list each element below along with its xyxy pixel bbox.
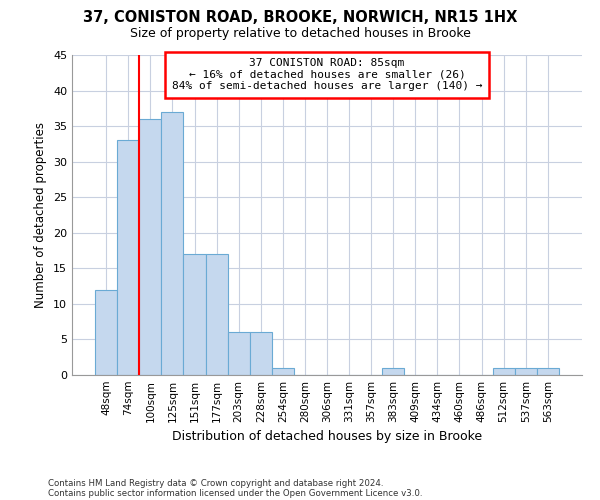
Bar: [117, 140, 139, 375]
Bar: [493, 368, 515, 375]
Bar: [184, 254, 206, 375]
Text: Contains public sector information licensed under the Open Government Licence v3: Contains public sector information licen…: [48, 488, 422, 498]
Bar: [227, 332, 250, 375]
Bar: [272, 368, 294, 375]
Y-axis label: Number of detached properties: Number of detached properties: [34, 122, 47, 308]
Bar: [515, 368, 537, 375]
Text: 37, CONISTON ROAD, BROOKE, NORWICH, NR15 1HX: 37, CONISTON ROAD, BROOKE, NORWICH, NR15…: [83, 10, 517, 25]
Bar: [139, 119, 161, 375]
Text: Size of property relative to detached houses in Brooke: Size of property relative to detached ho…: [130, 28, 470, 40]
Bar: [161, 112, 184, 375]
Bar: [382, 368, 404, 375]
Text: 37 CONISTON ROAD: 85sqm
← 16% of detached houses are smaller (26)
84% of semi-de: 37 CONISTON ROAD: 85sqm ← 16% of detache…: [172, 58, 482, 92]
Bar: [537, 368, 559, 375]
Bar: [206, 254, 227, 375]
Bar: [95, 290, 117, 375]
Text: Contains HM Land Registry data © Crown copyright and database right 2024.: Contains HM Land Registry data © Crown c…: [48, 478, 383, 488]
Bar: [250, 332, 272, 375]
X-axis label: Distribution of detached houses by size in Brooke: Distribution of detached houses by size …: [172, 430, 482, 444]
